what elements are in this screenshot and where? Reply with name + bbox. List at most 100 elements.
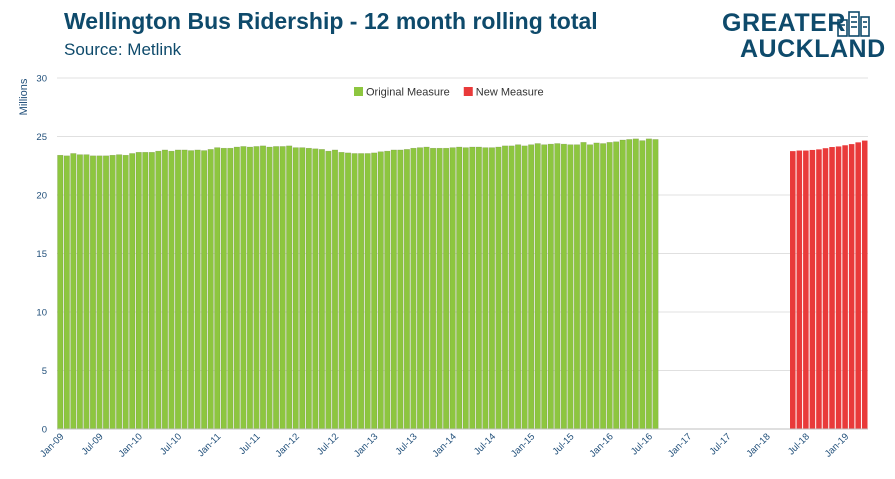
bar-original-measure bbox=[469, 146, 476, 430]
x-tick-label: Jan-16 bbox=[587, 431, 615, 459]
x-tick-label: Jan-14 bbox=[430, 431, 458, 459]
y-tick-label: 5 bbox=[42, 366, 47, 377]
x-tick-label: Jan-13 bbox=[352, 431, 380, 459]
bar-original-measure bbox=[567, 144, 574, 430]
chart-title: Wellington Bus Ridership - 12 month roll… bbox=[64, 8, 598, 34]
bar-original-measure bbox=[619, 139, 626, 430]
bar-original-measure bbox=[606, 142, 613, 430]
bar-new-measure bbox=[816, 149, 822, 429]
bar-original-measure bbox=[587, 144, 594, 430]
x-tick-label: Jan-15 bbox=[509, 431, 537, 459]
bar-original-measure bbox=[201, 150, 208, 430]
bar-original-measure bbox=[299, 147, 306, 430]
bar-original-measure bbox=[286, 145, 293, 430]
bar-original-measure bbox=[220, 147, 227, 430]
bar-original-measure bbox=[371, 152, 378, 430]
bar-original-measure bbox=[508, 145, 515, 430]
bar-original-measure bbox=[188, 150, 195, 430]
bar-new-measure bbox=[803, 150, 809, 430]
bar-original-measure bbox=[57, 154, 64, 430]
bar-original-measure bbox=[488, 147, 495, 430]
bar-original-measure bbox=[364, 153, 371, 430]
x-tick-label: Jul-10 bbox=[158, 431, 184, 457]
bar-original-measure bbox=[639, 140, 646, 430]
bar-original-measure bbox=[626, 139, 633, 430]
bar-original-measure bbox=[325, 150, 332, 430]
bar-original-measure bbox=[253, 146, 260, 430]
bar-original-measure bbox=[449, 147, 456, 430]
bar-original-measure bbox=[227, 147, 234, 430]
bar-original-measure bbox=[233, 146, 240, 430]
bar-original-measure bbox=[600, 143, 607, 430]
bar-original-measure bbox=[135, 152, 142, 430]
x-tick-label: Jul-13 bbox=[393, 431, 419, 457]
bar-original-measure bbox=[416, 147, 424, 430]
bar-original-measure bbox=[279, 146, 286, 430]
bar-original-measure bbox=[547, 143, 554, 430]
legend-label: Original Measure bbox=[366, 87, 450, 99]
bar-new-measure bbox=[861, 140, 868, 429]
x-tick-label: Jul-16 bbox=[629, 431, 655, 457]
bar-original-measure bbox=[645, 138, 652, 430]
bar-original-measure bbox=[181, 149, 188, 430]
bar-new-measure bbox=[796, 150, 803, 430]
bar-original-measure bbox=[528, 144, 535, 430]
city-skyline-icon bbox=[837, 11, 870, 37]
x-tick-label: Jan-09 bbox=[38, 431, 66, 459]
bar-new-measure bbox=[835, 146, 842, 429]
bar-original-measure bbox=[541, 144, 548, 430]
bar-original-measure bbox=[613, 141, 620, 430]
bar-original-measure bbox=[129, 153, 136, 430]
bar-original-measure bbox=[475, 146, 482, 430]
x-tick-label: Jan-17 bbox=[666, 431, 694, 459]
bar-new-measure bbox=[790, 151, 796, 429]
bar-original-measure bbox=[482, 147, 489, 430]
bar-original-measure bbox=[109, 154, 116, 430]
bar-original-measure bbox=[358, 153, 365, 430]
x-tick-label: Jan-12 bbox=[274, 431, 302, 459]
bar-original-measure bbox=[338, 152, 345, 430]
bar-original-measure bbox=[305, 147, 312, 430]
bar-new-measure bbox=[855, 142, 861, 429]
legend-label: New Measure bbox=[476, 87, 544, 99]
bar-original-measure bbox=[560, 143, 567, 430]
bar-original-measure bbox=[214, 147, 221, 430]
bar-original-measure bbox=[515, 144, 522, 430]
bar-original-measure bbox=[436, 147, 443, 430]
bar-original-measure bbox=[351, 153, 358, 430]
bar-original-measure bbox=[76, 154, 83, 430]
bar-original-measure bbox=[318, 149, 325, 430]
chart-subtitle: Source: Metlink bbox=[64, 40, 182, 59]
bar-original-measure bbox=[580, 142, 587, 430]
x-tick-label: Jul-15 bbox=[550, 431, 576, 457]
bar-original-measure bbox=[168, 150, 175, 430]
y-tick-label: 30 bbox=[36, 74, 47, 85]
bar-original-measure bbox=[174, 149, 182, 430]
y-tick-label: 0 bbox=[42, 425, 47, 436]
y-tick-label: 25 bbox=[36, 132, 47, 143]
bar-original-measure bbox=[390, 149, 397, 430]
bar-new-measure bbox=[848, 144, 855, 430]
bar-original-measure bbox=[292, 147, 299, 430]
bar-original-measure bbox=[377, 151, 384, 430]
bar-original-measure bbox=[266, 146, 273, 430]
bar-original-measure bbox=[96, 155, 103, 430]
y-tick-label: 15 bbox=[36, 249, 47, 260]
y-tick-label: 10 bbox=[36, 308, 47, 319]
bar-original-measure bbox=[443, 147, 450, 430]
bar-original-measure bbox=[148, 152, 155, 430]
bar-original-measure bbox=[403, 149, 410, 430]
bar-original-measure bbox=[397, 149, 404, 430]
brand-logo-line-2: AUCKLAND bbox=[740, 35, 886, 63]
bar-new-measure bbox=[822, 148, 829, 429]
bar-original-measure bbox=[63, 155, 70, 430]
bar-original-measure bbox=[240, 146, 247, 430]
x-tick-label: Jul-14 bbox=[472, 431, 498, 457]
x-tick-label: Jan-10 bbox=[117, 431, 145, 459]
bar-original-measure bbox=[312, 148, 319, 430]
x-tick-label: Jul-17 bbox=[707, 431, 733, 457]
bar-original-measure bbox=[652, 139, 659, 430]
bar-original-measure bbox=[430, 147, 437, 430]
y-axis-label: Millions bbox=[18, 78, 30, 115]
